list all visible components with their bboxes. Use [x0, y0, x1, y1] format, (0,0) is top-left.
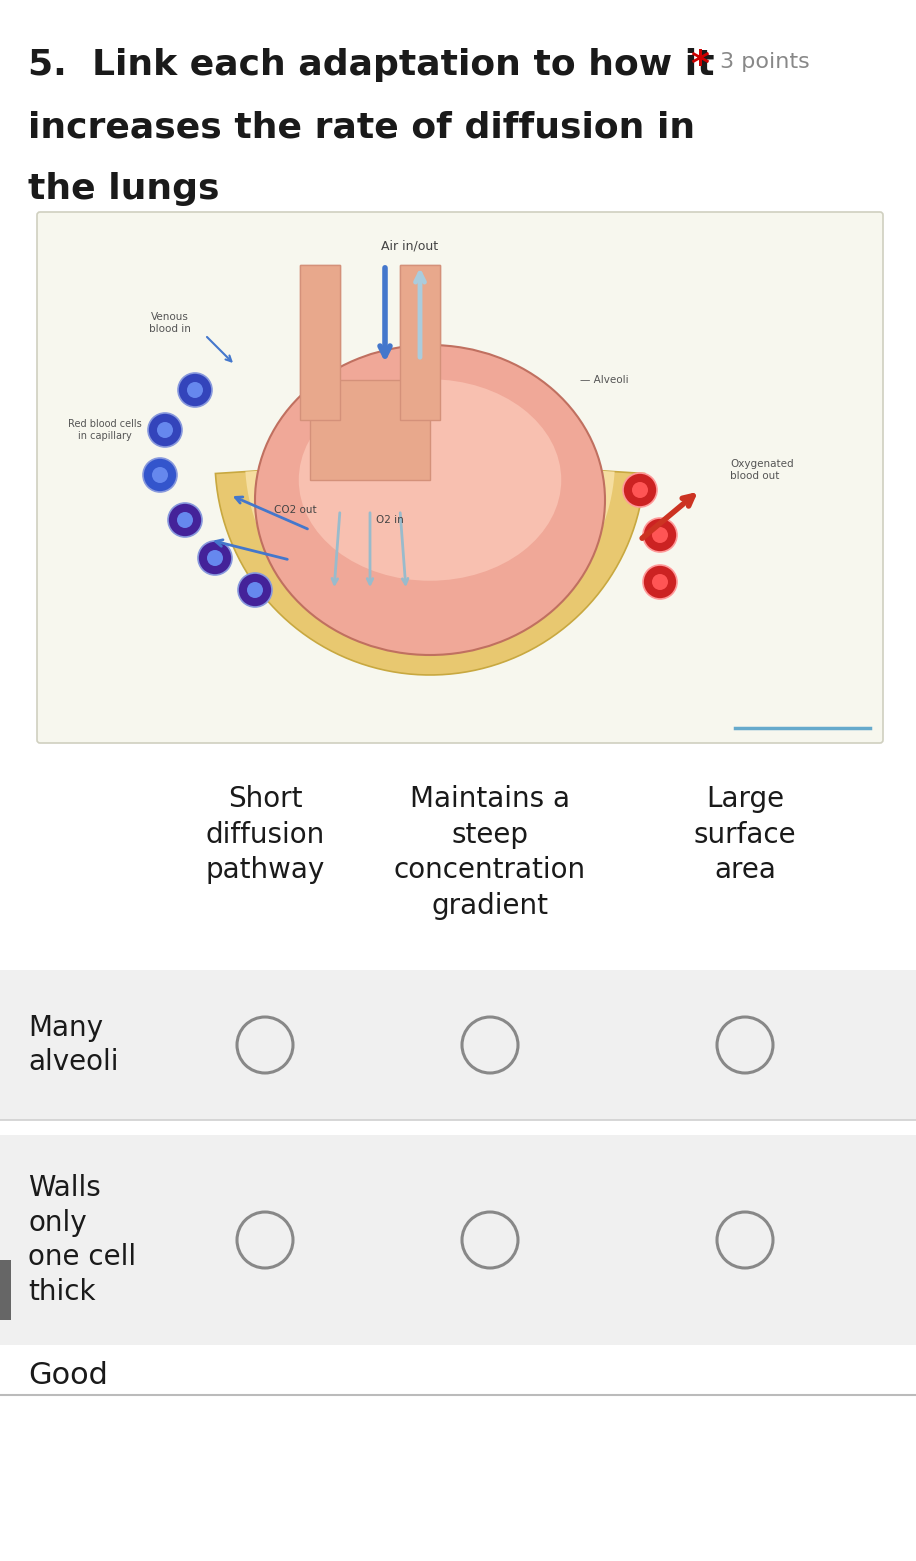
Polygon shape — [300, 379, 440, 400]
Polygon shape — [400, 265, 440, 395]
Circle shape — [198, 542, 232, 574]
Circle shape — [237, 1018, 293, 1072]
Circle shape — [462, 1018, 518, 1072]
Polygon shape — [310, 379, 430, 479]
Circle shape — [632, 482, 648, 498]
Polygon shape — [215, 470, 645, 674]
Text: Walls
only
one cell
thick: Walls only one cell thick — [28, 1174, 136, 1307]
Text: CO2 out: CO2 out — [274, 506, 316, 515]
FancyBboxPatch shape — [0, 969, 916, 1119]
Circle shape — [237, 1211, 293, 1268]
Polygon shape — [400, 265, 440, 420]
Text: Venous
blood in: Venous blood in — [149, 312, 191, 334]
Circle shape — [462, 1211, 518, 1268]
Circle shape — [717, 1211, 773, 1268]
Circle shape — [157, 421, 173, 439]
FancyBboxPatch shape — [0, 1135, 916, 1346]
Text: Many
alveoli: Many alveoli — [28, 1013, 118, 1076]
Text: Large
surface
area: Large surface area — [693, 785, 796, 885]
Text: increases the rate of diffusion in: increases the rate of diffusion in — [28, 109, 695, 144]
Circle shape — [143, 457, 177, 492]
Circle shape — [148, 414, 182, 446]
Text: Air in/out: Air in/out — [381, 239, 439, 251]
Circle shape — [177, 512, 193, 528]
Text: 3 points: 3 points — [720, 52, 810, 72]
Polygon shape — [300, 265, 340, 420]
Text: the lungs: the lungs — [28, 172, 220, 206]
Text: *: * — [690, 48, 709, 83]
Circle shape — [652, 528, 668, 543]
Circle shape — [247, 582, 263, 598]
Circle shape — [152, 467, 168, 482]
Text: Short
diffusion
pathway: Short diffusion pathway — [205, 785, 324, 885]
Text: — Alveoli: — Alveoli — [580, 375, 628, 386]
Text: Oxygenated
blood out: Oxygenated blood out — [730, 459, 793, 481]
Polygon shape — [310, 386, 430, 454]
Circle shape — [187, 382, 203, 398]
Polygon shape — [300, 265, 340, 395]
Circle shape — [717, 1018, 773, 1072]
Circle shape — [168, 503, 202, 537]
Circle shape — [623, 473, 657, 507]
Text: Good: Good — [28, 1361, 108, 1389]
Text: 5.  Link each adaptation to how it: 5. Link each adaptation to how it — [28, 48, 714, 83]
Circle shape — [643, 518, 677, 553]
FancyBboxPatch shape — [0, 1260, 11, 1321]
Circle shape — [178, 373, 212, 407]
Text: Maintains a
steep
concentration
gradient: Maintains a steep concentration gradient — [394, 785, 586, 919]
Circle shape — [207, 549, 223, 567]
Text: Red blood cells
in capillary: Red blood cells in capillary — [68, 420, 142, 440]
Circle shape — [238, 573, 272, 607]
Ellipse shape — [255, 345, 605, 656]
Ellipse shape — [299, 379, 562, 581]
Circle shape — [652, 574, 668, 590]
Text: O2 in: O2 in — [376, 515, 404, 524]
Polygon shape — [245, 470, 615, 645]
Circle shape — [643, 565, 677, 599]
FancyBboxPatch shape — [37, 212, 883, 743]
